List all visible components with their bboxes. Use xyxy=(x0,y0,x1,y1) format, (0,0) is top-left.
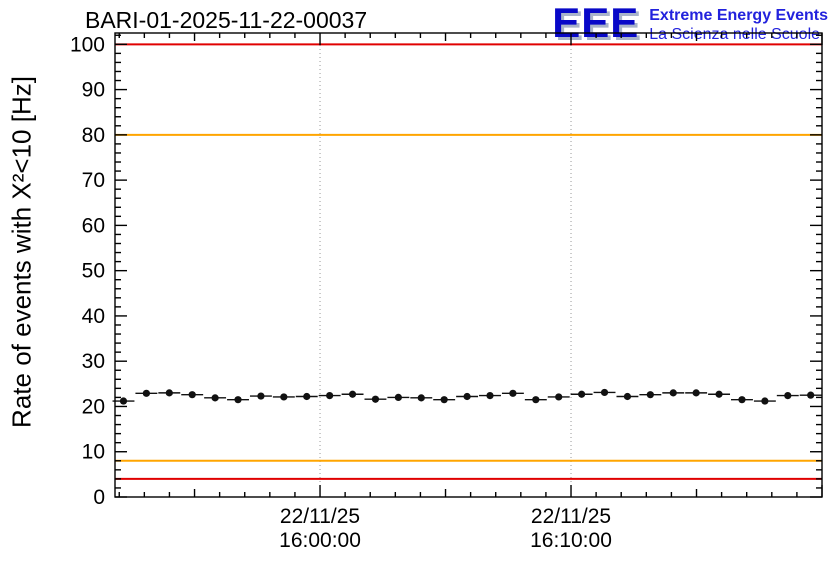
eee-logo-text: EEE xyxy=(552,0,640,46)
gridlines xyxy=(319,33,572,497)
svg-text:60: 60 xyxy=(82,214,105,237)
svg-text:50: 50 xyxy=(82,260,105,283)
svg-text:16:10:00: 16:10:00 xyxy=(530,529,612,552)
svg-text:70: 70 xyxy=(82,169,105,192)
axis-ticks xyxy=(115,33,823,498)
svg-text:22/11/25: 22/11/25 xyxy=(280,505,360,528)
logo-line2: La Scienza nelle Scuole xyxy=(649,26,821,43)
eee-logo-caption: Extreme Energy Events La Scienza nelle S… xyxy=(649,4,828,44)
data-series xyxy=(112,388,822,405)
eee-logo: EEE Extreme Energy Events La Scienza nel… xyxy=(552,0,828,46)
svg-text:20: 20 xyxy=(82,395,105,418)
svg-text:16:00:00: 16:00:00 xyxy=(279,529,361,552)
svg-text:100: 100 xyxy=(70,33,105,56)
reference-lines xyxy=(115,43,822,480)
svg-text:80: 80 xyxy=(82,124,105,147)
plot-frame xyxy=(114,32,823,498)
svg-text:10: 10 xyxy=(82,441,105,464)
svg-text:0: 0 xyxy=(93,486,105,509)
logo-line1: Extreme Energy Events xyxy=(649,7,828,24)
svg-text:30: 30 xyxy=(82,350,105,373)
svg-text:90: 90 xyxy=(82,79,105,102)
page-title: BARI-01-2025-11-22-00037 xyxy=(85,7,368,33)
y-tick-labels: 0 10 20 30 40 50 60 70 80 90 100 xyxy=(70,33,105,509)
svg-text:22/11/25: 22/11/25 xyxy=(531,505,611,528)
svg-text:40: 40 xyxy=(82,305,105,328)
